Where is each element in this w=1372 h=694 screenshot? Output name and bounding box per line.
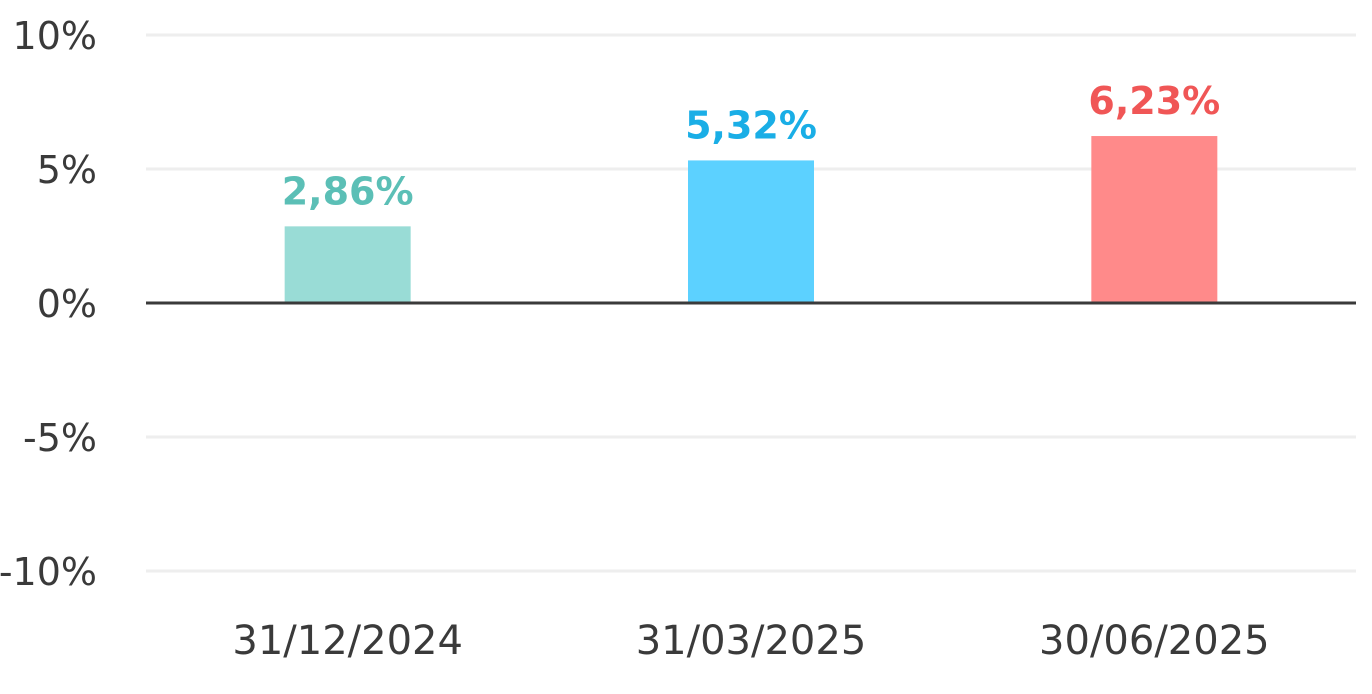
data-labels: 2,86% 5,32% 6,23%: [282, 79, 1221, 213]
y-tick-label: 5%: [37, 148, 97, 192]
y-tick-label: -10%: [0, 550, 97, 594]
x-category-label: 30/06/2025: [1039, 618, 1270, 664]
x-axis-category-labels: 31/12/2024 31/03/2025 30/06/2025: [232, 618, 1269, 664]
y-tick-label: 0%: [37, 282, 97, 326]
x-category-label: 31/03/2025: [636, 618, 867, 664]
bar: [284, 226, 411, 303]
y-tick-label: 10%: [13, 14, 97, 58]
bar: [1091, 136, 1218, 303]
x-category-label: 31/12/2024: [232, 618, 463, 664]
y-axis-tick-labels: 10% 5% 0% -5% -10%: [0, 14, 97, 594]
bar: [688, 160, 814, 303]
bars: [284, 136, 1218, 303]
data-label: 6,23%: [1088, 79, 1220, 123]
y-tick-label: -5%: [23, 416, 97, 460]
data-label: 5,32%: [685, 103, 817, 147]
data-label: 2,86%: [282, 169, 414, 213]
